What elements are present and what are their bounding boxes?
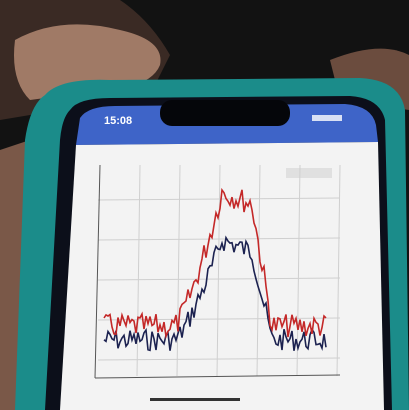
- screen: [60, 142, 384, 410]
- legend-box: [286, 168, 332, 178]
- status-time: 15:08: [104, 115, 132, 127]
- status-icons: [312, 115, 342, 121]
- page: 15:08 (() => { const data = JSON.parse(d…: [0, 0, 409, 410]
- notch: [160, 100, 290, 126]
- photo: 15:08: [0, 0, 409, 410]
- legend-line: [150, 398, 240, 401]
